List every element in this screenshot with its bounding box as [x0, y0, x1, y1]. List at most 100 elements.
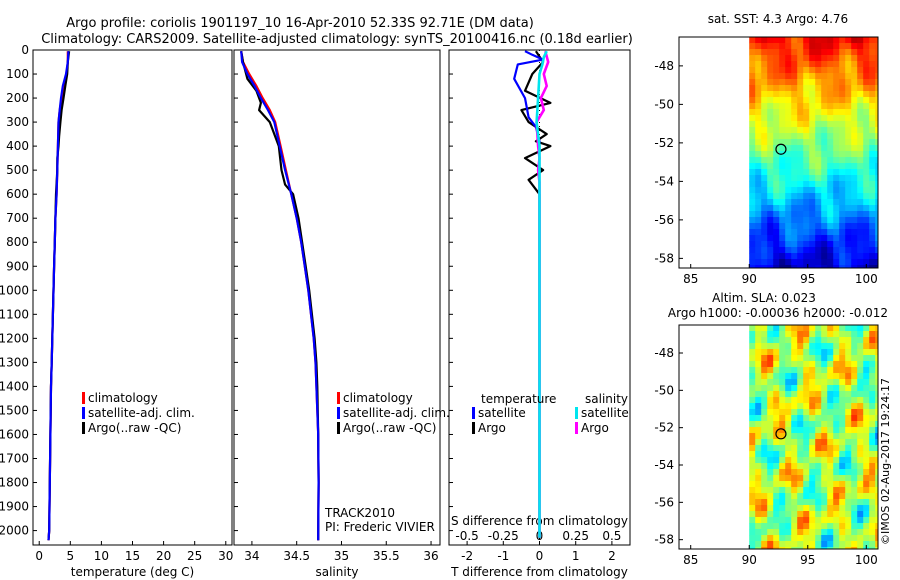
heat-cell — [845, 391, 852, 398]
heat-cell — [839, 325, 846, 332]
heat-cell — [833, 157, 840, 164]
heat-cell — [791, 121, 798, 128]
heat-cell — [851, 511, 858, 518]
heat-cell — [749, 427, 756, 434]
heat-cell — [767, 169, 774, 176]
heat-cell — [803, 415, 810, 422]
heat-cell — [827, 247, 834, 254]
heat-cell — [851, 73, 858, 80]
heat-cell — [761, 241, 768, 248]
heat-cell — [827, 241, 834, 248]
heat-cell — [749, 175, 756, 182]
heat-cell — [809, 409, 816, 416]
heat-cell — [761, 517, 768, 524]
heat-cell — [767, 463, 774, 470]
heat-cell — [815, 433, 822, 440]
heat-cell — [875, 475, 879, 482]
heat-cell — [779, 247, 786, 254]
heat-cell — [803, 43, 810, 50]
heat-cell — [761, 67, 768, 74]
heat-cell — [869, 103, 876, 110]
heat-cell — [869, 529, 876, 536]
heat-cell — [809, 529, 816, 536]
heat-cell — [845, 385, 852, 392]
heat-cell — [875, 499, 879, 506]
heat-cell — [779, 109, 786, 116]
heat-cell — [749, 547, 756, 550]
heat-cell — [761, 373, 768, 380]
heat-cell — [845, 259, 852, 266]
x-tick-label: 90 — [742, 553, 757, 567]
heat-cell — [809, 187, 816, 194]
heat-cell — [815, 103, 822, 110]
heat-cell — [761, 85, 768, 92]
heat-cell — [821, 439, 828, 446]
heat-cell — [827, 169, 834, 176]
heat-cell — [851, 223, 858, 230]
heat-cell — [797, 91, 804, 98]
x-tick-label: 25 — [187, 549, 202, 563]
difference-x-axis-label: T difference from climatology — [450, 565, 628, 579]
heat-cell — [851, 325, 858, 332]
heat-cell — [869, 199, 876, 206]
heat-cell — [851, 175, 858, 182]
heat-cell — [827, 457, 834, 464]
y-tick-label: -50 — [654, 383, 674, 397]
heat-cell — [839, 487, 846, 494]
heat-cell — [773, 481, 780, 488]
heat-cell — [869, 337, 876, 344]
heat-cell — [869, 241, 876, 248]
heat-cell — [815, 97, 822, 104]
heat-cell — [779, 415, 786, 422]
heat-cell — [755, 211, 762, 218]
heat-cell — [851, 229, 858, 236]
heat-cell — [767, 535, 774, 542]
heat-cell — [755, 247, 762, 254]
heat-cell — [779, 127, 786, 134]
heat-cell — [791, 331, 798, 338]
heat-cell — [767, 49, 774, 56]
heat-cell — [821, 265, 828, 269]
heat-cell — [827, 445, 834, 452]
heat-cell — [827, 475, 834, 482]
heat-cell — [779, 379, 786, 386]
heat-cell — [767, 517, 774, 524]
heat-cell — [773, 163, 780, 170]
heat-cell — [827, 217, 834, 224]
heat-cell — [851, 55, 858, 62]
heat-cell — [815, 529, 822, 536]
heat-cell — [851, 403, 858, 410]
heat-cell — [815, 487, 822, 494]
heat-cell — [767, 529, 774, 536]
heat-cell — [827, 85, 834, 92]
heat-cell — [797, 175, 804, 182]
heat-cell — [791, 427, 798, 434]
heat-cell — [815, 445, 822, 452]
heat-cell — [761, 541, 768, 548]
heat-cell — [875, 91, 879, 98]
heat-cell — [827, 385, 834, 392]
heat-cell — [821, 187, 828, 194]
x-tick-label: -2 — [461, 549, 473, 563]
heat-cell — [773, 505, 780, 512]
heat-cell — [845, 229, 852, 236]
heat-cell — [839, 397, 846, 404]
heat-cell — [833, 79, 840, 86]
heat-cell — [875, 415, 879, 422]
x-tick-label: -1 — [497, 549, 509, 563]
heat-cell — [755, 421, 762, 428]
heat-cell — [779, 241, 786, 248]
heat-cell — [815, 427, 822, 434]
heat-cell — [863, 529, 870, 536]
heat-cell — [785, 325, 792, 332]
heat-cell — [785, 337, 792, 344]
heat-cell — [767, 487, 774, 494]
heat-cell — [845, 547, 852, 550]
heat-cell — [815, 337, 822, 344]
heat-cell — [779, 505, 786, 512]
x-tick-label: 95 — [800, 272, 815, 286]
heat-cell — [833, 109, 840, 116]
heat-cell — [845, 67, 852, 74]
heat-cell — [845, 187, 852, 194]
heat-cell — [833, 139, 840, 146]
